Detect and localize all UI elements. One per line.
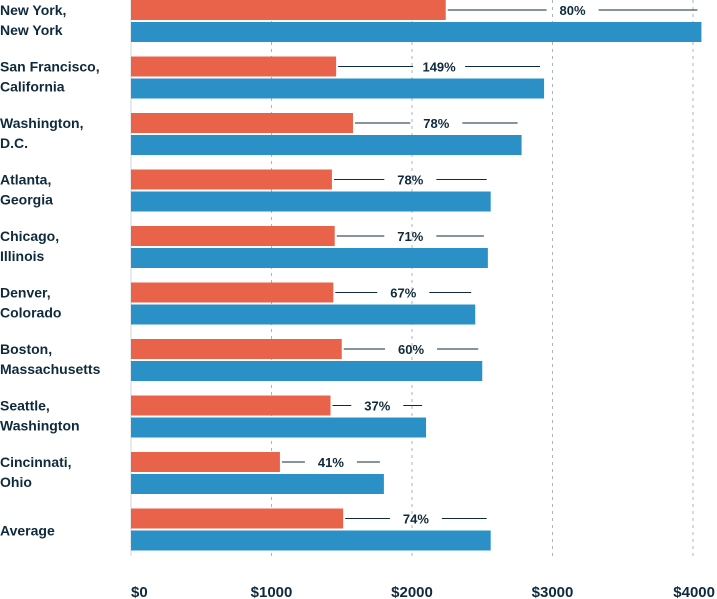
category-label-line: Illinois	[0, 248, 45, 264]
bar-series-2	[131, 135, 522, 155]
category-label-line: Colorado	[0, 305, 61, 321]
category-label-line: Cincinnati,	[0, 454, 72, 470]
data-label: 78%	[423, 116, 449, 131]
category-label: Chicago, Illinois	[0, 228, 59, 264]
data-label: 60%	[398, 342, 424, 357]
data-label: 80%	[560, 3, 586, 18]
category-label-line: New York	[0, 22, 63, 38]
category-label-line: San Francisco,	[0, 59, 100, 75]
category-label-line: Seattle,	[0, 398, 50, 414]
bar-series-2	[131, 361, 483, 381]
category-label-line: D.C.	[0, 135, 28, 151]
category-label-line: Chicago,	[0, 228, 59, 244]
bar-series-1	[131, 0, 446, 20]
category-label: Seattle, Washington	[0, 398, 80, 434]
bar-series-2	[131, 417, 427, 438]
category-label-line: Massachusetts	[0, 361, 101, 377]
data-label: 37%	[364, 399, 390, 414]
bar-series-2	[131, 22, 702, 42]
x-tick-label: $3000	[532, 584, 574, 599]
category-label-line: Washington,	[0, 115, 83, 131]
bar-series-2	[131, 191, 491, 212]
data-label: 74%	[403, 512, 429, 527]
category-label-line: Georgia	[0, 192, 53, 208]
data-label: 71%	[397, 229, 423, 244]
category-label-line: Ohio	[0, 474, 32, 490]
bar-series-1	[131, 56, 337, 77]
category-label-line: New York,	[0, 2, 66, 18]
category-label-line: Denver,	[0, 285, 51, 301]
bar-series-2	[131, 248, 488, 268]
bar-series-1	[131, 113, 353, 133]
x-tick-label: $0	[131, 584, 148, 599]
bar-series-1	[131, 508, 344, 529]
category-label-line: Washington	[0, 418, 80, 434]
category-label-line: Average	[0, 523, 55, 539]
category-label: New York, New York	[0, 2, 66, 38]
category-label: San Francisco, California	[0, 59, 100, 95]
x-tick-label: $1000	[251, 584, 293, 599]
bar-series-2	[131, 78, 545, 99]
category-label-line: California	[0, 79, 65, 95]
bar-series-1	[131, 226, 335, 246]
x-tick-label: $4000	[673, 584, 715, 599]
category-label: Cincinnati, Ohio	[0, 454, 72, 490]
data-label: 149%	[422, 60, 456, 75]
bar-series-1	[131, 282, 334, 303]
bar-series-1	[131, 169, 332, 190]
bar-series-2	[131, 304, 476, 325]
x-tick-label: $2000	[391, 584, 433, 599]
data-label: 78%	[397, 173, 423, 188]
bar-series-1	[131, 452, 280, 472]
category-label: Atlanta, Georgia	[0, 172, 53, 208]
category-label: Washington, D.C.	[0, 115, 83, 151]
bar-series-2	[131, 530, 491, 551]
bar-series-1	[131, 339, 342, 359]
category-label: Denver, Colorado	[0, 285, 61, 321]
data-label: 41%	[318, 455, 344, 470]
bar-series-2	[131, 474, 384, 494]
data-label: 67%	[390, 286, 416, 301]
category-label-line: Boston,	[0, 341, 52, 357]
category-label: Boston, Massachusetts	[0, 341, 101, 377]
category-label: Average	[0, 523, 55, 539]
category-label-line: Atlanta,	[0, 172, 51, 188]
bar-series-1	[131, 395, 331, 416]
